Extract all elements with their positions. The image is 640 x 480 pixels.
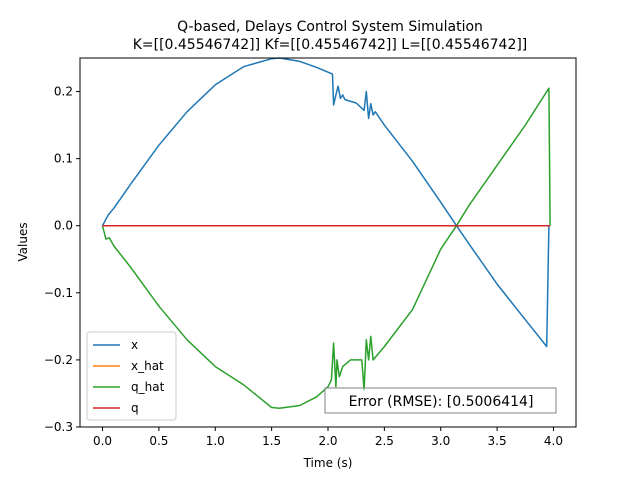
error-annotation-box (324, 387, 557, 414)
y-tick-label: −0.3 (44, 420, 73, 434)
chart-title-line1: Q-based, Delays Control System Simulatio… (177, 19, 483, 35)
legend-label: q_hat (131, 380, 165, 394)
x-tick-label: 0.5 (149, 434, 168, 448)
series-line-x (101, 57, 550, 348)
series-layer (101, 57, 551, 409)
y-axis-label: Values (16, 222, 30, 261)
y-tick-label: 0.2 (54, 85, 73, 99)
error-annotation-text: Error (RMSE): [0.5006414] (349, 394, 534, 410)
x-tick-label: 3.0 (431, 434, 450, 448)
plot-frame (79, 57, 577, 428)
x-tick-label: 2.5 (375, 434, 394, 448)
x-tick-label: 1.5 (262, 434, 281, 448)
x-axis-ticks: 0.0 0.5 1.0 1.5 2.0 2.5 3.0 3.5 4.0 (93, 427, 563, 448)
chart-title-line2: K=[[0.45546742]] Kf=[[0.45546742]] L=[[0… (133, 37, 528, 53)
y-tick-label: −0.1 (44, 286, 73, 300)
series-line-q-hat (101, 87, 551, 409)
legend-box (86, 331, 177, 421)
y-tick-label: −0.2 (44, 353, 73, 367)
legend-label: x (131, 338, 138, 352)
legend-label: x_hat (131, 359, 164, 373)
x-tick-label: 1.0 (206, 434, 225, 448)
x-tick-label: 0.0 (93, 434, 112, 448)
x-tick-label: 2.0 (318, 434, 337, 448)
error-annotation: Error (RMSE): [0.5006414] (324, 387, 557, 414)
y-axis-ticks: −0.3 −0.2 −0.1 0.0 0.1 0.2 (44, 85, 80, 434)
legend-label: q (131, 401, 139, 415)
y-tick-label: 0.0 (54, 219, 73, 233)
x-tick-label: 3.5 (488, 434, 507, 448)
x-tick-label: 4.0 (544, 434, 563, 448)
y-tick-label: 0.1 (54, 152, 73, 166)
x-axis-label: Time (s) (303, 456, 353, 470)
